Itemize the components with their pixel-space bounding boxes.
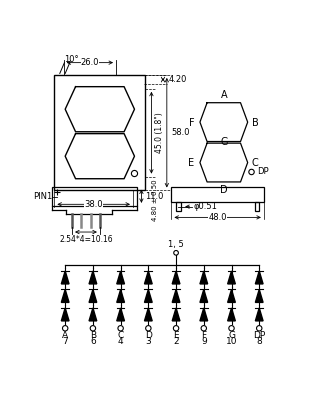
Text: B: B	[252, 118, 259, 128]
Polygon shape	[228, 271, 235, 284]
Text: 1, 5: 1, 5	[168, 240, 184, 249]
Polygon shape	[117, 290, 124, 302]
Text: F: F	[201, 331, 206, 340]
Polygon shape	[144, 271, 152, 284]
Polygon shape	[117, 308, 124, 321]
Text: 26.0: 26.0	[80, 58, 99, 67]
Polygon shape	[255, 308, 263, 321]
Polygon shape	[117, 271, 124, 284]
Text: PIN1: PIN1	[33, 192, 52, 201]
Text: 2.54*4=10.16: 2.54*4=10.16	[59, 235, 113, 244]
Text: G: G	[228, 331, 235, 340]
Polygon shape	[144, 290, 152, 302]
Polygon shape	[61, 308, 69, 321]
Text: 38.0: 38.0	[84, 200, 103, 209]
Text: B: B	[90, 331, 96, 340]
Text: 45.0 (1.8"): 45.0 (1.8")	[155, 112, 163, 153]
Polygon shape	[89, 271, 97, 284]
Text: C: C	[252, 158, 259, 168]
Polygon shape	[200, 271, 208, 284]
Text: A: A	[220, 90, 227, 100]
Text: 4: 4	[118, 337, 123, 346]
Text: 4.20: 4.20	[168, 75, 187, 84]
Polygon shape	[200, 308, 208, 321]
Text: 10°: 10°	[64, 55, 78, 64]
Polygon shape	[61, 290, 69, 302]
Text: 7: 7	[62, 337, 68, 346]
Polygon shape	[144, 308, 152, 321]
Polygon shape	[172, 290, 180, 302]
Polygon shape	[228, 290, 235, 302]
Text: F: F	[189, 118, 194, 128]
Text: C: C	[117, 331, 124, 340]
Text: 3: 3	[145, 337, 151, 346]
Bar	[54, 75, 145, 190]
Bar	[176, 202, 181, 211]
Text: 9: 9	[201, 337, 207, 346]
Text: φ0.51: φ0.51	[194, 202, 218, 211]
Polygon shape	[61, 271, 69, 284]
Text: E: E	[188, 158, 195, 168]
Text: 58.0: 58.0	[171, 128, 190, 137]
Text: G: G	[220, 137, 228, 147]
Text: D: D	[145, 331, 152, 340]
Bar	[52, 186, 137, 206]
Polygon shape	[172, 271, 180, 284]
Text: 11.0: 11.0	[145, 192, 164, 201]
Text: A: A	[62, 331, 68, 340]
Bar	[171, 186, 264, 202]
Polygon shape	[228, 308, 235, 321]
Bar	[255, 202, 259, 211]
Text: 48.0: 48.0	[208, 213, 227, 222]
Polygon shape	[200, 290, 208, 302]
Text: 4.80 ± 0.50: 4.80 ± 0.50	[152, 179, 158, 221]
Text: 2: 2	[173, 337, 179, 346]
Text: D: D	[220, 185, 228, 195]
Text: E: E	[173, 331, 179, 340]
Text: 8: 8	[256, 337, 262, 346]
Text: 6: 6	[90, 337, 96, 346]
Polygon shape	[172, 308, 180, 321]
Text: DP: DP	[253, 331, 265, 340]
Polygon shape	[255, 290, 263, 302]
Polygon shape	[255, 271, 263, 284]
Polygon shape	[89, 308, 97, 321]
Polygon shape	[89, 290, 97, 302]
Text: 10: 10	[226, 337, 237, 346]
Text: DP: DP	[257, 168, 268, 176]
